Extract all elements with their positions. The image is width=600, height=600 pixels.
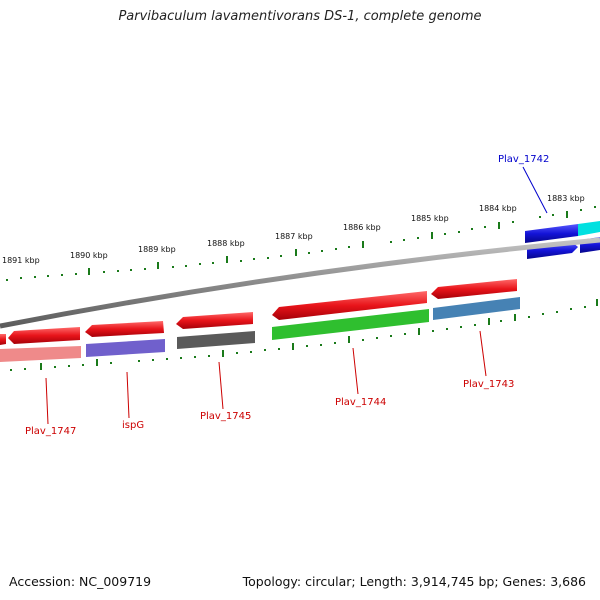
gene-label-plav-1745: Plav_1745 xyxy=(200,411,251,422)
gene-label-plav-1744: Plav_1744 xyxy=(335,397,386,408)
leader-plav-1747 xyxy=(45,377,49,425)
leader-plav-1744 xyxy=(352,347,359,395)
gene-arrow-plav-1747 xyxy=(8,327,80,344)
leader-ispg xyxy=(126,371,130,419)
gene-arrow-ispg xyxy=(85,321,164,337)
gene-arrow-plav-1743 xyxy=(431,279,517,299)
gene-arrow-plav-1745 xyxy=(176,312,253,329)
gene-label-ispg: ispG xyxy=(122,420,144,431)
leader-plav-1745 xyxy=(218,361,224,410)
inner-bars xyxy=(0,297,520,362)
accession-text: Accession: NC_009719 xyxy=(9,574,152,589)
gene-label-plav-1747: Plav_1747 xyxy=(25,426,76,437)
gene-arrow-plav-1742 xyxy=(525,224,578,243)
kbp-label: 1889 kbp xyxy=(138,245,176,254)
bar-plav-1743 xyxy=(433,297,520,320)
genome-stats-text: Topology: circular; Length: 3,914,745 bp… xyxy=(242,574,586,589)
gene-arrow-blue-lower xyxy=(527,242,578,259)
kbp-label: 1891 kbp xyxy=(2,256,40,265)
label-leaders xyxy=(45,166,548,425)
map-title: Parvibaculum lavamentivorans DS-1, compl… xyxy=(118,9,482,24)
forward-strand-features xyxy=(0,279,517,345)
genome-backbone xyxy=(0,237,600,329)
gene-label-plav-1742: Plav_1742 xyxy=(498,154,549,165)
inner-tick-track xyxy=(10,299,598,371)
bar-plav-1745 xyxy=(177,331,255,349)
kbp-label: 1884 kbp xyxy=(479,204,517,213)
kbp-label: 1885 kbp xyxy=(411,214,449,223)
kbp-label: 1887 kbp xyxy=(275,232,313,241)
bar-plav-1744 xyxy=(272,309,429,340)
outer-tick-track xyxy=(6,206,596,281)
gene-labels: Plav_1747 ispG Plav_1745 Plav_1744 Plav_… xyxy=(25,154,549,437)
kbp-label: 1890 kbp xyxy=(70,251,108,260)
gene-label-plav-1743: Plav_1743 xyxy=(463,379,514,390)
bar-plav-1747 xyxy=(0,346,81,362)
kbp-label: 1886 kbp xyxy=(343,223,381,232)
leader-plav-1742 xyxy=(522,166,548,214)
bar-ispg xyxy=(86,339,165,357)
gene-arrow-plav-1744 xyxy=(272,291,427,320)
kbp-label: 1883 kbp xyxy=(547,194,585,203)
kbp-labels: 1891 kbp 1890 kbp 1889 kbp 1888 kbp 1887… xyxy=(2,194,585,265)
kbp-label: 1888 kbp xyxy=(207,239,245,248)
gene-arrow-plav-1742-bar xyxy=(578,221,600,236)
leader-plav-1743 xyxy=(479,330,487,377)
gene-arrow xyxy=(0,334,6,345)
